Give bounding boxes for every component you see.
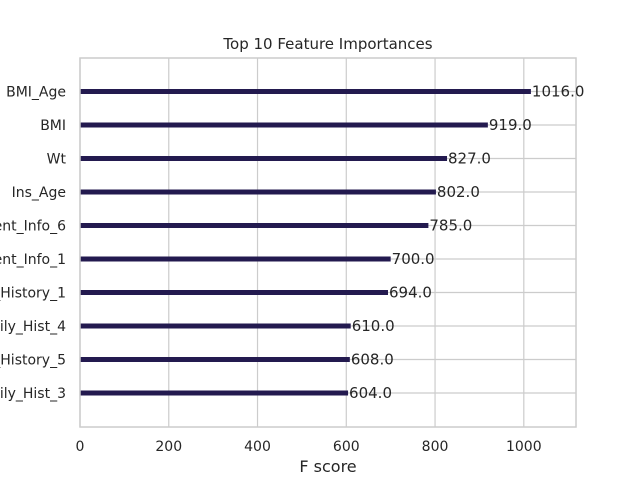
y-tick-label: _History_1 (0, 286, 66, 302)
y-ticks: BMI_Age BMI Wt Ins_Age ent_Info_6 ent_Info_1 _… (0, 85, 66, 403)
data-label: 802.0 (437, 183, 480, 201)
x-tick-label: 800 (422, 439, 449, 455)
bar (80, 256, 391, 262)
x-tick-label: 1000 (506, 439, 542, 455)
bar (80, 189, 436, 195)
y-tick-label: Wt (47, 152, 67, 168)
bars (80, 89, 531, 396)
data-label: 827.0 (448, 150, 491, 168)
x-axis-label: F score (299, 457, 356, 476)
bar (80, 357, 350, 362)
plot-background (80, 58, 576, 427)
grid (79, 58, 576, 427)
y-tick-label: BMI (40, 118, 66, 134)
data-label: 608.0 (351, 351, 394, 369)
data-label: 694.0 (389, 284, 432, 302)
data-label: 610.0 (352, 317, 395, 335)
bar (80, 122, 488, 128)
x-tick-label: 0 (76, 439, 85, 455)
axes-spines (79, 57, 577, 428)
y-tick-label: ily_Hist_3 (0, 386, 66, 402)
y-tick-label: BMI_Age (6, 85, 66, 101)
x-tick-label: 200 (155, 439, 182, 455)
x-ticks: 0 200 400 600 800 1000 (76, 439, 542, 455)
data-label: 700.0 (392, 250, 435, 268)
data-label: 604.0 (349, 384, 392, 402)
bar (80, 156, 448, 161)
data-label: 919.0 (489, 116, 532, 134)
bar (80, 290, 389, 295)
bar (80, 390, 349, 396)
y-tick-label: ent_Info_6 (0, 219, 66, 235)
data-label: 1016.0 (532, 83, 585, 101)
y-tick-label: ent_Info_1 (0, 252, 66, 268)
bar (80, 323, 351, 329)
y-tick-label: _History_5 (0, 353, 66, 369)
y-tick-label: Ins_Age (12, 185, 66, 201)
bar (80, 89, 531, 94)
chart-title: Top 10 Feature Importances (222, 35, 432, 53)
axes-frame (79, 57, 577, 428)
y-tick-label: ily_Hist_4 (0, 319, 66, 335)
x-tick-label: 600 (333, 439, 360, 455)
x-tick-label: 400 (244, 439, 271, 455)
data-label: 785.0 (429, 217, 472, 235)
bar (80, 223, 429, 228)
